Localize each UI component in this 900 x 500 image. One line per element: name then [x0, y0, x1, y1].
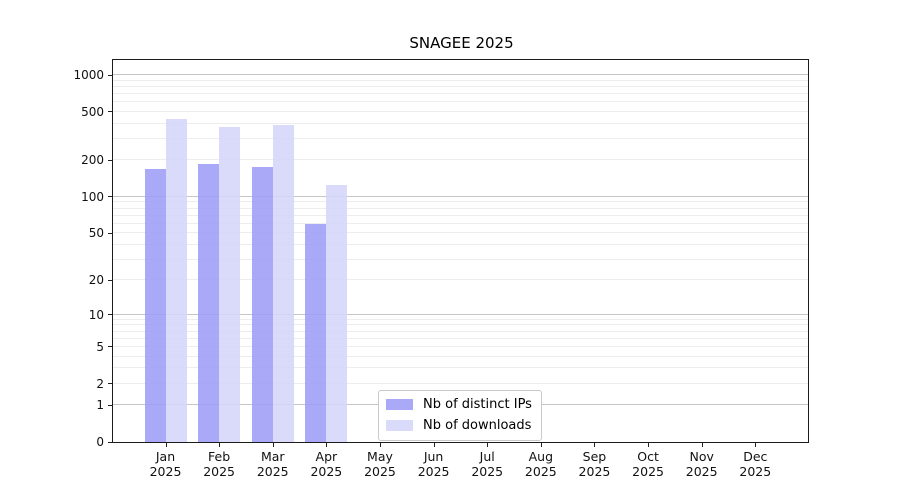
- bar-downloads: [272, 124, 294, 442]
- y-tick-label: 1: [96, 398, 104, 413]
- gridline-minor: [113, 159, 808, 161]
- x-tick-mark: [379, 443, 381, 447]
- legend: Nb of distinct IPs Nb of downloads: [378, 390, 542, 441]
- gridline-minor: [113, 79, 808, 81]
- gridline-minor: [113, 92, 808, 94]
- gridline-major: [113, 195, 808, 197]
- legend-swatch-downloads-icon: [386, 420, 413, 431]
- y-tick-label: 10: [88, 307, 104, 322]
- y-tick-mark: [108, 196, 112, 198]
- bar-downloads: [219, 127, 241, 442]
- y-tick-mark: [108, 232, 112, 234]
- y-tick-mark: [108, 279, 112, 281]
- x-tick-label: Feb 2025: [203, 449, 236, 479]
- y-tick-mark: [108, 383, 112, 385]
- x-tick-mark: [594, 443, 596, 447]
- gridline-minor: [113, 345, 808, 347]
- legend-label-distinct-ips: Nb of distinct IPs: [423, 397, 532, 412]
- x-tick-label: Oct 2025: [632, 449, 664, 479]
- gridline-minor: [113, 214, 808, 216]
- x-tick-mark: [540, 443, 542, 447]
- legend-item-downloads: Nb of downloads: [386, 416, 532, 435]
- y-tick-mark: [108, 346, 112, 348]
- y-tick-label: 50: [88, 226, 104, 241]
- x-tick-label: May 2025: [364, 449, 396, 479]
- gridline-minor: [113, 318, 808, 320]
- gridline-minor: [113, 222, 808, 224]
- y-tick-label: 2: [96, 376, 104, 391]
- gridline-major: [113, 313, 808, 315]
- gridline-minor: [113, 382, 808, 384]
- x-tick-mark: [219, 443, 221, 447]
- gridline-minor: [113, 137, 808, 139]
- gridline-minor: [113, 258, 808, 260]
- y-tick-mark: [108, 74, 112, 76]
- y-tick-label: 500: [81, 104, 104, 119]
- y-tick-mark: [108, 111, 112, 113]
- bar-distinct-ips: [251, 167, 273, 442]
- y-tick-label: 0: [96, 435, 104, 449]
- legend-swatch-distinct-ips-icon: [386, 399, 413, 410]
- y-tick-mark: [108, 404, 112, 406]
- gridline-minor: [113, 201, 808, 203]
- x-tick-mark: [755, 443, 757, 447]
- x-tick-label: Jan 2025: [149, 449, 182, 479]
- gridline-major: [113, 74, 808, 76]
- x-tick-mark: [165, 443, 167, 447]
- x-tick-label: Jul 2025: [471, 449, 504, 479]
- gridline-minor: [113, 355, 808, 357]
- y-tick-mark: [108, 159, 112, 161]
- gridline-minor: [113, 279, 808, 281]
- gridline-minor: [113, 207, 808, 209]
- gridline-minor: [113, 85, 808, 87]
- legend-item-distinct-ips: Nb of distinct IPs: [386, 395, 532, 414]
- y-tick-label: 100: [81, 189, 104, 204]
- bar-distinct-ips: [198, 164, 220, 442]
- y-tick-mark: [108, 441, 112, 443]
- x-tick-label: Jun 2025: [417, 449, 450, 479]
- gridline-minor: [113, 101, 808, 103]
- bar-distinct-ips: [144, 168, 166, 442]
- chart-title: SNAGEE 2025: [409, 34, 514, 52]
- y-tick-mark: [108, 314, 112, 316]
- x-tick-mark: [272, 443, 274, 447]
- x-tick-mark: [487, 443, 489, 447]
- bar-downloads: [326, 185, 348, 442]
- x-tick-mark: [701, 443, 703, 447]
- x-tick-mark: [648, 443, 650, 447]
- y-tick-label: 5: [96, 339, 104, 354]
- x-tick-label: Dec 2025: [739, 449, 772, 479]
- gridline-minor: [113, 122, 808, 124]
- x-tick-mark: [433, 443, 435, 447]
- x-tick-label: Sep 2025: [578, 449, 611, 479]
- gridline-minor: [113, 243, 808, 245]
- y-tick-label: 200: [81, 153, 104, 168]
- bar-distinct-ips: [305, 223, 327, 442]
- x-tick-label: Mar 2025: [256, 449, 289, 479]
- gridline-minor: [113, 330, 808, 332]
- plot-area: [112, 59, 809, 443]
- gridline-minor: [113, 324, 808, 326]
- y-tick-label: 20: [88, 273, 104, 288]
- gridline-minor: [113, 232, 808, 234]
- legend-label-downloads: Nb of downloads: [423, 418, 532, 433]
- x-tick-mark: [326, 443, 328, 447]
- x-tick-label: Aug 2025: [524, 449, 557, 479]
- gridline-minor: [113, 110, 808, 112]
- y-tick-label: 1000: [73, 68, 104, 82]
- x-tick-label: Apr 2025: [310, 449, 343, 479]
- x-tick-label: Nov 2025: [685, 449, 718, 479]
- gridline-minor: [113, 367, 808, 369]
- gridline-minor: [113, 337, 808, 339]
- bar-downloads: [165, 118, 187, 442]
